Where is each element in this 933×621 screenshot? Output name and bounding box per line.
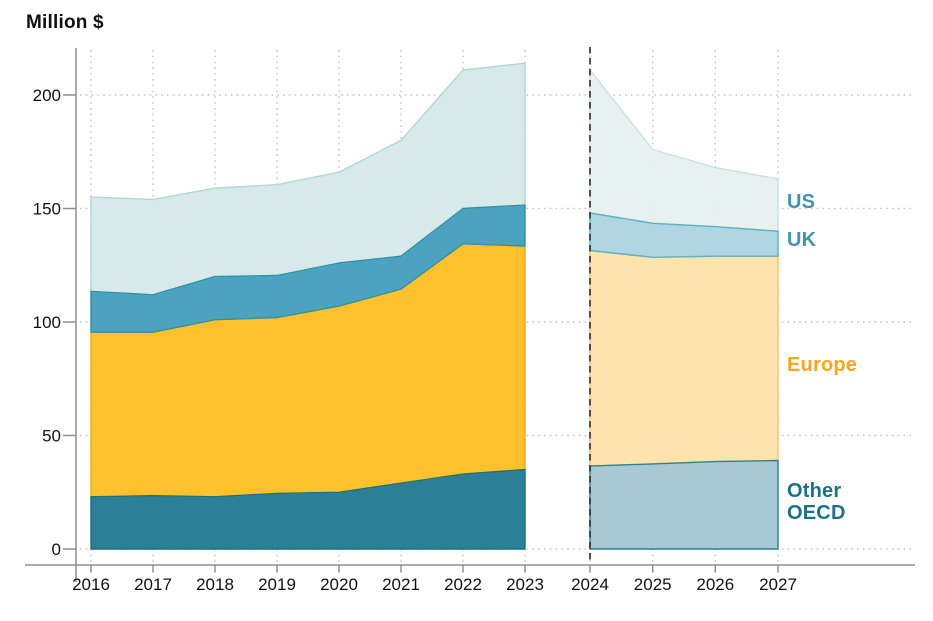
area-uk-forecast — [590, 213, 778, 258]
x-tick-label: 2024 — [571, 575, 609, 594]
x-tick-label: 2017 — [134, 575, 172, 594]
y-tick-label: 200 — [33, 86, 61, 105]
x-tick-label: 2020 — [320, 575, 358, 594]
areas-historical — [91, 63, 525, 549]
legend-label-other-oecd: Other OECD — [787, 480, 846, 525]
legend-label-uk: UK — [787, 229, 817, 251]
x-tick-label: 2023 — [506, 575, 544, 594]
y-tick-label: 100 — [33, 313, 61, 332]
area-other_oecd-historical — [91, 469, 525, 549]
x-tick-label: 2016 — [72, 575, 110, 594]
x-tick-label: 2019 — [258, 575, 296, 594]
x-tick-label: 2021 — [382, 575, 420, 594]
outline-uk-forecast — [589, 212, 779, 258]
y-tick-label: 150 — [33, 199, 61, 218]
x-tick-label: 2026 — [696, 575, 734, 594]
area-outlines — [90, 62, 779, 550]
area-europe-forecast — [590, 250, 778, 467]
y-tick-label: 50 — [42, 426, 61, 445]
outline-uk-historical — [90, 204, 526, 333]
y-tick-label: 0 — [52, 540, 61, 559]
outline-other_oecd-historical — [90, 468, 526, 550]
area-uk-historical — [91, 205, 525, 333]
legend-label-us: US — [787, 191, 816, 213]
area-europe-historical — [91, 243, 525, 497]
outline-other_oecd-forecast — [589, 459, 779, 550]
areas-forecast — [590, 70, 778, 549]
x-tick-label: 2025 — [634, 575, 672, 594]
x-tick-label: 2018 — [196, 575, 234, 594]
x-tick-label: 2022 — [444, 575, 482, 594]
tick-labels: 0 50 100 150 200 2016 2017 2018 2019 2020 2021 2022… — [33, 86, 797, 594]
chart-title: Million $ — [26, 12, 104, 33]
area-other_oecd-forecast — [590, 460, 778, 549]
area-us-forecast — [590, 70, 778, 232]
axes — [25, 48, 915, 582]
x-tick-label: 2027 — [759, 575, 797, 594]
legend-label-europe: Europe — [787, 354, 858, 376]
